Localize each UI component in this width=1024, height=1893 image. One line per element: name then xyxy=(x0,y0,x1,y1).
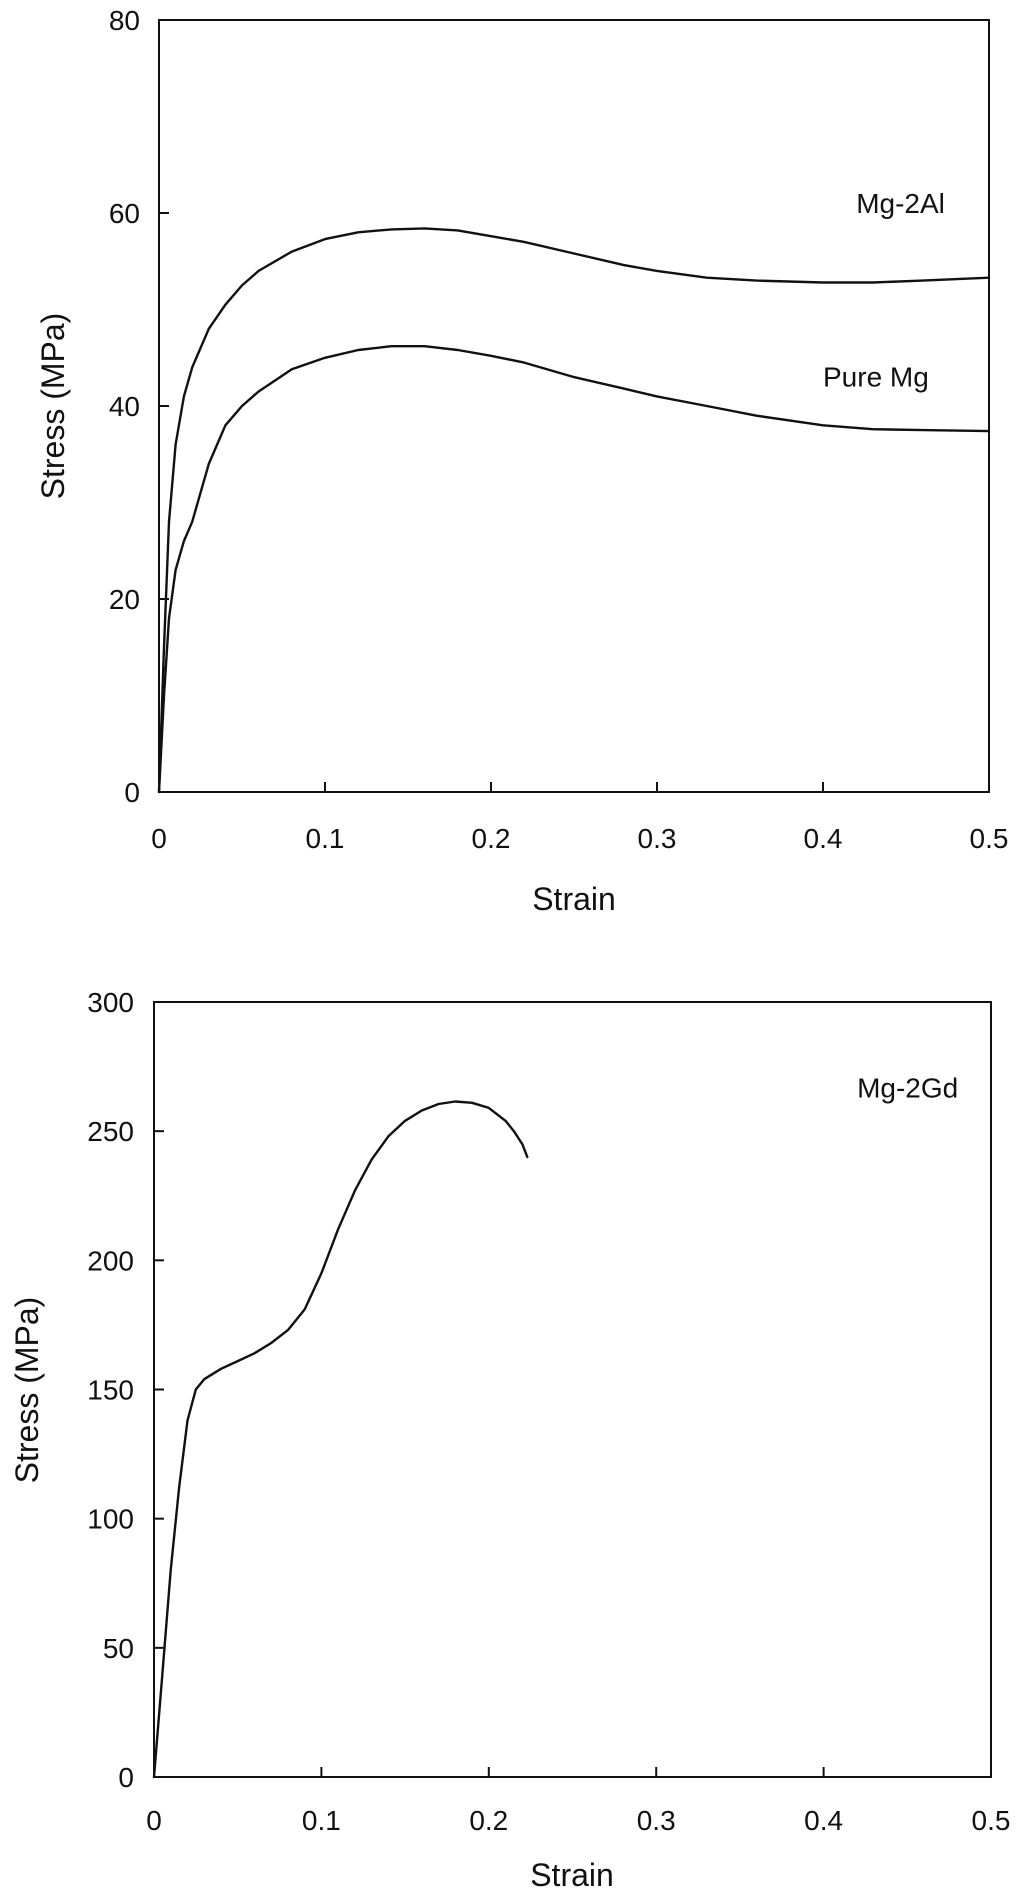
chart-bottom-x-tick-label: 0.5 xyxy=(972,1805,1011,1836)
series-label-mg-2al: Mg-2Al xyxy=(856,188,945,219)
chart-top-y-tick-label: 20 xyxy=(109,584,140,615)
chart-top: 0 0.1 0.2 0.3 0.4 0.5 0 20 40 60 80 Mg-2Al Pure Mg S… xyxy=(35,5,1008,917)
series-label-pure-mg: Pure Mg xyxy=(823,362,929,393)
chart-bottom-plot-frame xyxy=(153,1001,992,1778)
chart-bottom-x-tick-label: 0.4 xyxy=(804,1805,843,1836)
series-label-mg-2gd: Mg-2Gd xyxy=(857,1073,958,1104)
chart-top-y-axis-title: Stress (MPa) xyxy=(35,313,71,500)
chart-top-marks: 0 0.1 0.2 0.3 0.4 0.5 0 20 40 60 80 Mg-2Al Pure Mg xyxy=(109,5,1009,854)
chart-top-x-tick-label: 0 xyxy=(151,823,167,854)
chart-top-plot-frame xyxy=(158,19,990,793)
chart-top-y-tick-label: 60 xyxy=(109,198,140,229)
chart-bottom-y-tick-label: 0 xyxy=(118,1762,134,1793)
chart-bottom-y-tick-label: 250 xyxy=(87,1116,134,1147)
chart-bottom-x-tick-label: 0.3 xyxy=(637,1805,676,1836)
chart-bottom-x-tick-label: 0.1 xyxy=(302,1805,341,1836)
chart-top-x-tick-label: 0.1 xyxy=(306,823,345,854)
series-line-mg-2al xyxy=(157,227,991,794)
chart-bottom-y-tick-label: 50 xyxy=(103,1633,134,1664)
chart-bottom-y-tick-label: 300 xyxy=(87,987,134,1018)
chart-bottom-marks: 0 0.1 0.2 0.3 0.4 0.5 0 50 100 150 200 250 300 Mg-2Gd xyxy=(87,987,1010,1836)
chart-bottom-y-tick-label: 150 xyxy=(87,1375,134,1406)
chart-top-y-tick-label: 80 xyxy=(109,5,140,36)
chart-top-y-tick-label: 0 xyxy=(124,777,140,808)
chart-bottom-y-axis-title: Stress (MPa) xyxy=(9,1297,45,1484)
chart-bottom-x-tick-label: 0 xyxy=(146,1805,162,1836)
chart-top-x-tick-label: 0.3 xyxy=(638,823,677,854)
chart-top-x-axis-title: Strain xyxy=(532,881,616,917)
chart-top-x-tick-label: 0.2 xyxy=(472,823,511,854)
chart-bottom-x-tick-label: 0.2 xyxy=(469,1805,508,1836)
chart-top-x-tick-label: 0.4 xyxy=(804,823,843,854)
chart-bottom-y-tick-label: 200 xyxy=(87,1245,134,1276)
series-line-mg-2gd xyxy=(152,1100,529,1779)
chart-top-y-tick-label: 40 xyxy=(109,391,140,422)
chart-bottom-x-axis-title: Strain xyxy=(530,1857,614,1893)
series-line-pure-mg xyxy=(157,345,991,794)
chart-top-x-tick-label: 0.5 xyxy=(970,823,1009,854)
chart-bottom: 0 0.1 0.2 0.3 0.4 0.5 0 50 100 150 200 250 300 Mg-2Gd… xyxy=(9,987,1010,1893)
chart-bottom-y-tick-label: 100 xyxy=(87,1504,134,1535)
